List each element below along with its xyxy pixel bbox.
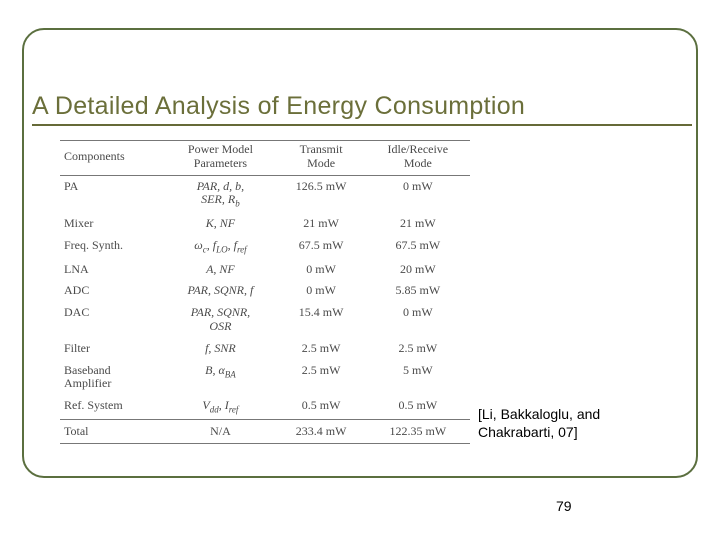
- table-row: Freq. Synth. ωc, fLO, fref 67.5 mW 67.5 …: [60, 235, 470, 259]
- cell-total-rx: 122.35 mW: [366, 419, 470, 443]
- cell-tx: 21 mW: [277, 213, 366, 235]
- table-row: Ref. System Vdd, Iref 0.5 mW 0.5 mW: [60, 395, 470, 419]
- cell-component: Freq. Synth.: [60, 235, 164, 259]
- cell-total-tx: 233.4 mW: [277, 419, 366, 443]
- cell-params: PAR, SQNR, f: [164, 280, 276, 302]
- cell-rx: 0.5 mW: [366, 395, 470, 419]
- cell-tx: 126.5 mW: [277, 175, 366, 213]
- cell-component: LNA: [60, 259, 164, 281]
- cell-component: DAC: [60, 302, 164, 338]
- cell-rx: 0 mW: [366, 175, 470, 213]
- cell-tx: 2.5 mW: [277, 338, 366, 360]
- cell-component: PA: [60, 175, 164, 213]
- title-underline: [32, 124, 692, 126]
- cell-tx: 0.5 mW: [277, 395, 366, 419]
- table-row: BasebandAmplifier B, αBA 2.5 mW 5 mW: [60, 360, 470, 396]
- cell-rx: 0 mW: [366, 302, 470, 338]
- page-number: 79: [556, 498, 572, 514]
- cell-component: Filter: [60, 338, 164, 360]
- energy-table: Components Power ModelParameters Transmi…: [60, 140, 470, 444]
- cell-component: ADC: [60, 280, 164, 302]
- cell-params: A, NF: [164, 259, 276, 281]
- table-row: ADC PAR, SQNR, f 0 mW 5.85 mW: [60, 280, 470, 302]
- table-row: LNA A, NF 0 mW 20 mW: [60, 259, 470, 281]
- cell-tx: 0 mW: [277, 259, 366, 281]
- cell-tx: 0 mW: [277, 280, 366, 302]
- cell-tx: 2.5 mW: [277, 360, 366, 396]
- cell-rx: 20 mW: [366, 259, 470, 281]
- col-params: Power ModelParameters: [164, 141, 276, 176]
- cell-params: ωc, fLO, fref: [164, 235, 276, 259]
- table-row: PA PAR, d, b,SER, Rb 126.5 mW 0 mW: [60, 175, 470, 213]
- cell-rx: 5.85 mW: [366, 280, 470, 302]
- table-row: Filter f, SNR 2.5 mW 2.5 mW: [60, 338, 470, 360]
- cell-rx: 5 mW: [366, 360, 470, 396]
- cell-tx: 67.5 mW: [277, 235, 366, 259]
- cell-params: PAR, d, b,SER, Rb: [164, 175, 276, 213]
- cell-params: Vdd, Iref: [164, 395, 276, 419]
- cell-rx: 2.5 mW: [366, 338, 470, 360]
- cell-total-params: N/A: [164, 419, 276, 443]
- cell-component: Mixer: [60, 213, 164, 235]
- energy-table-container: Components Power ModelParameters Transmi…: [60, 140, 470, 444]
- cell-component: Ref. System: [60, 395, 164, 419]
- cell-total-label: Total: [60, 419, 164, 443]
- table-row: Mixer K, NF 21 mW 21 mW: [60, 213, 470, 235]
- cell-params: f, SNR: [164, 338, 276, 360]
- table-total-row: Total N/A 233.4 mW 122.35 mW: [60, 419, 470, 443]
- cell-params: PAR, SQNR,OSR: [164, 302, 276, 338]
- cell-component: BasebandAmplifier: [60, 360, 164, 396]
- cell-tx: 15.4 mW: [277, 302, 366, 338]
- col-tx: TransmitMode: [277, 141, 366, 176]
- cell-params: B, αBA: [164, 360, 276, 396]
- table-row: DAC PAR, SQNR,OSR 15.4 mW 0 mW: [60, 302, 470, 338]
- citation-text: [Li, Bakkaloglu, and Chakrabarti, 07]: [478, 406, 658, 441]
- col-rx: Idle/ReceiveMode: [366, 141, 470, 176]
- cell-rx: 21 mW: [366, 213, 470, 235]
- cell-rx: 67.5 mW: [366, 235, 470, 259]
- col-components: Components: [60, 141, 164, 176]
- table-header-row: Components Power ModelParameters Transmi…: [60, 141, 470, 176]
- cell-params: K, NF: [164, 213, 276, 235]
- slide-title: A Detailed Analysis of Energy Consumptio…: [32, 92, 692, 121]
